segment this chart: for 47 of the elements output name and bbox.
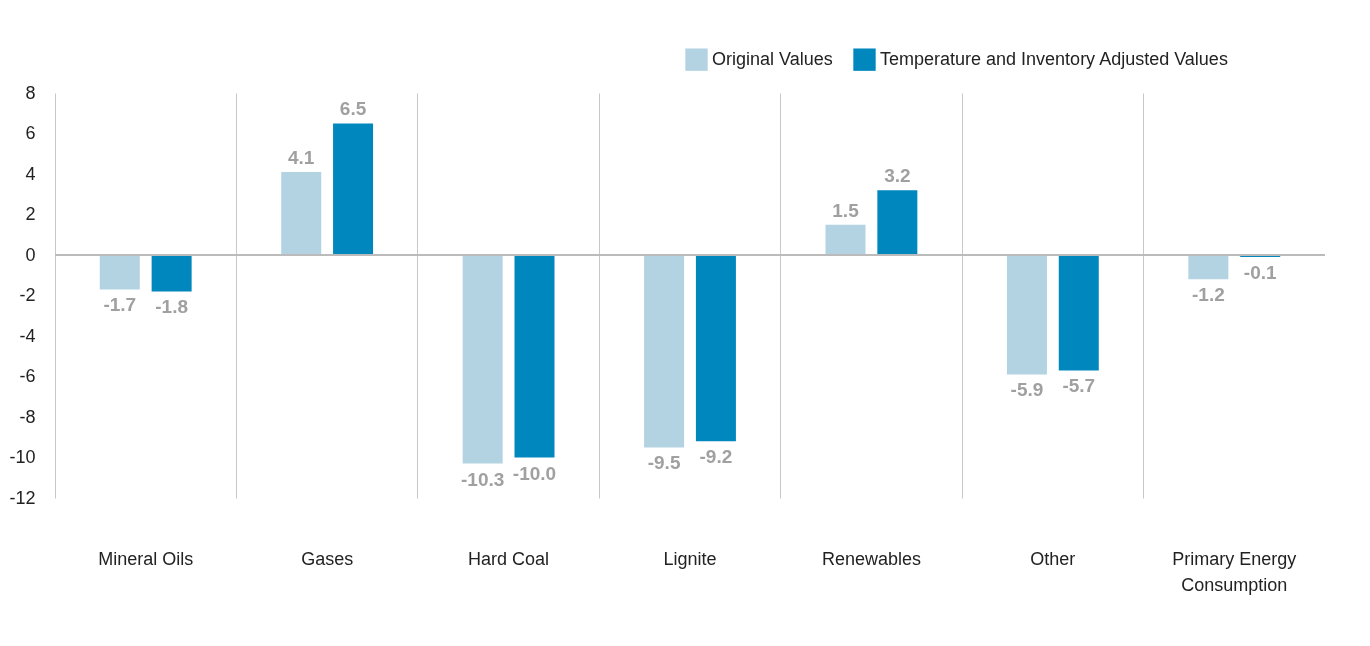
x-tick-label: Renewables	[821, 548, 921, 569]
y-tick-label: -12	[9, 487, 36, 508]
bar	[825, 224, 866, 255]
data-label: 3.2	[884, 165, 911, 187]
data-label: 1.5	[832, 199, 860, 221]
x-tick-label: Hard Coal	[468, 548, 550, 569]
bar	[99, 255, 140, 290]
bar	[151, 255, 192, 292]
data-label: -1.8	[155, 296, 189, 318]
legend-label: Original Values	[712, 48, 833, 69]
data-label: -5.9	[1010, 379, 1044, 401]
y-tick-label: -4	[19, 325, 36, 346]
bar	[877, 190, 918, 255]
data-label: 6.5	[339, 98, 367, 120]
bar	[514, 255, 555, 458]
legend-label: Temperature and Inventory Adjusted Values	[880, 48, 1228, 69]
x-tick-label: Other	[1030, 548, 1076, 569]
y-tick-label: -2	[19, 285, 36, 305]
data-label: -10.3	[461, 468, 505, 490]
data-label: 4.1	[288, 146, 315, 168]
bar	[644, 255, 685, 448]
bar	[1006, 255, 1047, 375]
data-label: -1.2	[1191, 284, 1225, 306]
x-tick-label: Primary Energy Consumption	[1172, 548, 1297, 595]
x-tick-label: Mineral Oils	[98, 548, 194, 569]
y-tick-label: 8	[25, 82, 36, 103]
data-label: -0.1	[1243, 262, 1277, 284]
y-tick-label: -6	[19, 366, 36, 386]
data-label: -10.0	[512, 462, 557, 484]
data-label: -9.5	[647, 452, 681, 474]
data-label: -9.2	[699, 446, 733, 468]
bar	[281, 171, 322, 255]
x-tick-label: Gases	[301, 548, 354, 569]
data-label: -1.7	[103, 294, 137, 316]
y-tick-label: -8	[19, 406, 36, 427]
x-tick-label: Lignite	[663, 548, 717, 569]
bar	[1058, 255, 1099, 371]
bar	[1188, 255, 1229, 280]
y-tick-label: 4	[25, 163, 36, 184]
bar	[462, 255, 503, 464]
y-tick-label: 6	[25, 123, 36, 143]
bar	[333, 123, 374, 255]
data-label: -5.7	[1062, 375, 1096, 397]
y-tick-label: 2	[25, 204, 36, 224]
y-tick-label: -10	[9, 447, 36, 467]
bar	[695, 255, 736, 442]
y-tick-label: 0	[25, 244, 36, 265]
